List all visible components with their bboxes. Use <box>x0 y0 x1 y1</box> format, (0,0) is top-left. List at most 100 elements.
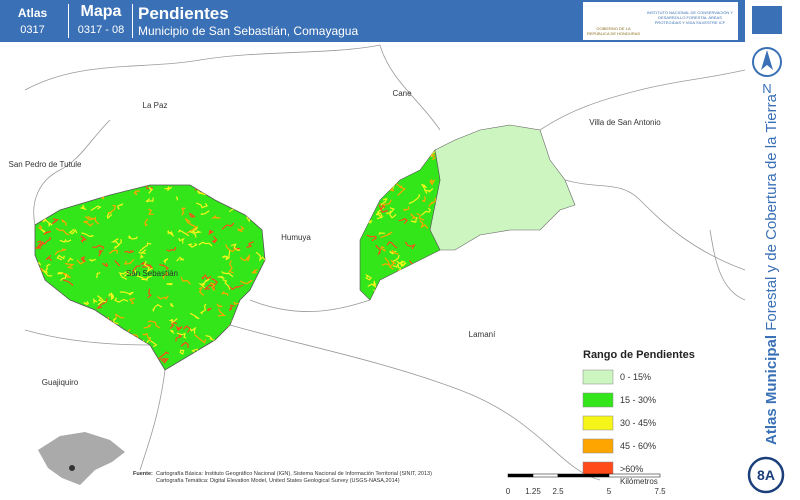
legend-label: 15 - 30% <box>620 395 656 405</box>
slope-stroke <box>250 324 261 332</box>
slope-stroke <box>69 366 80 370</box>
slope-stroke <box>179 349 185 355</box>
slope-stroke <box>221 222 235 230</box>
slope-stroke <box>56 254 65 261</box>
side-title-bold: Atlas Municipal <box>763 335 780 445</box>
divider <box>132 4 133 38</box>
slope-stroke <box>57 272 64 275</box>
slope-stroke <box>164 185 173 192</box>
slope-stroke <box>36 195 51 201</box>
slope-stroke <box>39 325 49 335</box>
slope-stroke <box>198 241 213 247</box>
slope-stroke <box>386 174 396 183</box>
slope-stroke <box>83 301 90 306</box>
slope-stroke <box>138 249 147 255</box>
slope-stroke <box>55 343 61 350</box>
slope-stroke <box>255 361 265 366</box>
legend-swatch <box>582 438 614 454</box>
slope-stroke <box>63 279 74 286</box>
slope-stroke <box>93 298 98 305</box>
legend-swatch <box>582 392 614 408</box>
slope-stroke <box>74 342 82 348</box>
slope-stroke <box>35 352 46 358</box>
source-text: Cartografía Básica: Instituto Geográfico… <box>156 471 432 477</box>
slope-stroke <box>217 276 225 279</box>
slope-stroke <box>124 357 133 365</box>
slope-stroke <box>197 190 207 196</box>
slope-stroke <box>225 244 237 253</box>
slope-stroke <box>176 332 187 339</box>
slope-stroke <box>366 234 378 242</box>
slope-stroke <box>81 232 94 238</box>
slope-stroke <box>380 150 390 156</box>
slope-stroke <box>216 303 223 308</box>
slope-stroke <box>59 238 72 243</box>
slope-stroke <box>410 216 418 223</box>
municipality-west <box>34 184 266 371</box>
slope-stroke <box>381 291 392 300</box>
slope-stroke <box>169 321 178 330</box>
slope-stroke <box>96 272 101 279</box>
slope-stroke <box>55 227 70 236</box>
legend-label: 45 - 60% <box>620 441 656 451</box>
slope-stroke <box>50 200 57 208</box>
place-label: Cane <box>392 89 412 98</box>
slope-stroke <box>64 346 74 354</box>
slope-stroke <box>47 188 58 195</box>
slope-stroke <box>189 326 197 334</box>
slope-stroke <box>178 237 185 244</box>
slope-stroke <box>167 230 175 238</box>
slope-stroke <box>159 358 169 364</box>
slope-stroke <box>79 333 86 344</box>
slope-stroke <box>428 197 437 207</box>
atlas-icon <box>752 6 782 34</box>
slope-stroke <box>386 241 398 249</box>
slope-stroke <box>226 340 235 351</box>
slope-stroke <box>380 205 388 213</box>
slope-stroke <box>197 354 205 360</box>
slope-stroke <box>198 283 206 289</box>
slope-stroke <box>120 186 129 191</box>
slope-stroke <box>144 218 149 227</box>
slope-stroke <box>108 292 115 299</box>
slope-stroke <box>143 324 152 329</box>
legend-swatch <box>582 369 614 385</box>
slope-stroke <box>387 151 399 159</box>
slope-stroke <box>40 228 46 234</box>
slope-stroke <box>261 285 265 296</box>
slope-stroke <box>36 196 45 202</box>
slope-stroke <box>198 286 205 296</box>
slope-stroke <box>159 264 169 271</box>
slope-stroke <box>429 153 436 161</box>
slope-stroke <box>60 273 68 281</box>
slope-stroke <box>397 286 402 292</box>
logo-icf: INSTITUTO NACIONAL DE CONSERVACIÓN Y DES… <box>646 10 733 25</box>
scale-segment <box>532 473 559 478</box>
slope-stroke <box>38 224 43 231</box>
slope-stroke <box>102 262 109 267</box>
slope-stroke <box>372 181 383 187</box>
slope-stroke <box>244 341 254 346</box>
badge-label: 8A <box>757 467 775 483</box>
slope-stroke <box>91 319 101 327</box>
slope-stroke <box>170 329 175 334</box>
slope-stroke <box>377 156 386 163</box>
slope-stroke <box>397 270 410 276</box>
slope-stroke <box>67 257 74 263</box>
slope-stroke <box>98 189 108 197</box>
slope-stroke <box>52 363 66 370</box>
slope-stroke <box>35 240 45 249</box>
slope-stroke <box>124 250 134 254</box>
slope-stroke <box>254 291 264 301</box>
slope-stroke <box>115 313 125 319</box>
slope-stroke <box>360 193 366 202</box>
slope-stroke <box>381 257 391 267</box>
slope-stroke <box>361 200 370 210</box>
slope-stroke <box>422 196 426 203</box>
slope-stroke <box>163 258 169 264</box>
slope-stroke <box>382 174 394 178</box>
slope-stroke <box>152 303 163 312</box>
inset-location <box>69 465 75 471</box>
slope-stroke <box>250 311 254 315</box>
